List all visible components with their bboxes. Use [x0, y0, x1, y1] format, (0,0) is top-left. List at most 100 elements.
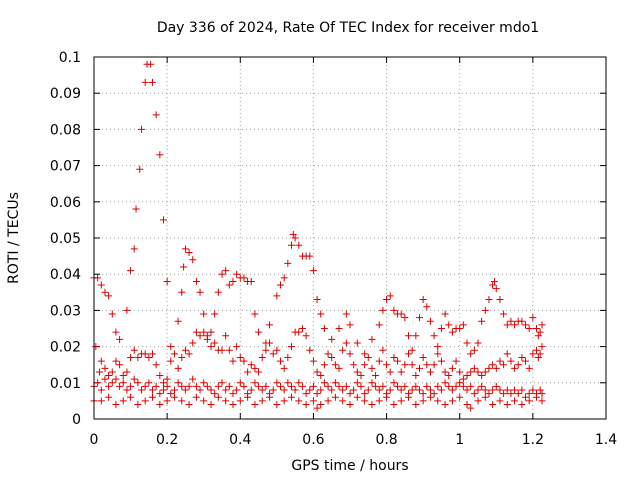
- data-point: [419, 353, 427, 361]
- data-point: [127, 393, 135, 401]
- data-point: [152, 111, 160, 119]
- data-point: [211, 339, 219, 347]
- data-point: [346, 390, 354, 398]
- data-point: [459, 382, 467, 390]
- data-point: [492, 285, 500, 293]
- data-point: [174, 379, 182, 387]
- data-point: [236, 379, 244, 387]
- y-tick-label: 0.05: [50, 231, 81, 247]
- data-point: [490, 277, 498, 285]
- data-point: [159, 379, 167, 387]
- data-point: [331, 361, 339, 369]
- data-point: [156, 372, 164, 380]
- data-point: [101, 364, 109, 372]
- data-point: [426, 317, 434, 325]
- data-point: [207, 386, 215, 394]
- data-point: [244, 368, 252, 376]
- data-point: [255, 382, 263, 390]
- data-point: [181, 386, 189, 394]
- data-point: [108, 379, 116, 387]
- data-point: [218, 379, 226, 387]
- data-point: [309, 382, 317, 390]
- data-point: [538, 321, 546, 329]
- data-point: [295, 397, 303, 405]
- data-point: [287, 393, 295, 401]
- data-point: [163, 277, 171, 285]
- data-point: [211, 310, 219, 318]
- data-point: [441, 310, 449, 318]
- data-point: [368, 379, 376, 387]
- data-point: [452, 382, 460, 390]
- data-point: [368, 364, 376, 372]
- data-point: [152, 382, 160, 390]
- data-point: [456, 368, 464, 376]
- data-point: [408, 346, 416, 354]
- data-point: [266, 339, 274, 347]
- data-point: [152, 361, 160, 369]
- data-point: [266, 393, 274, 401]
- axis-ticks: 0 0.01 0.02 0.03 0.04 0.05 0.06 0.07 0.08 0.09 0.1…: [50, 50, 617, 448]
- data-point: [474, 397, 482, 405]
- data-point: [383, 361, 391, 369]
- data-point: [127, 382, 135, 390]
- data-point: [474, 368, 482, 376]
- data-point: [379, 346, 387, 354]
- data-point: [339, 346, 347, 354]
- data-point: [277, 357, 285, 365]
- data-point: [178, 353, 186, 361]
- data-point: [170, 393, 178, 401]
- data-point: [280, 364, 288, 372]
- data-point: [214, 393, 222, 401]
- x-tick-label: 1.4: [595, 432, 617, 448]
- y-tick-label: 0: [72, 412, 81, 428]
- data-point: [192, 382, 200, 390]
- data-point: [163, 382, 171, 390]
- data-point: [251, 379, 259, 387]
- data-point: [269, 386, 277, 394]
- data-point: [236, 353, 244, 361]
- data-point: [522, 321, 530, 329]
- data-point: [317, 372, 325, 380]
- data-point: [511, 386, 519, 394]
- data-point: [134, 379, 142, 387]
- x-tick-label: 1.2: [522, 432, 544, 448]
- data-point: [448, 397, 456, 405]
- data-point: [200, 310, 208, 318]
- x-tick-label: 1: [455, 432, 464, 448]
- data-point: [456, 379, 464, 387]
- data-point: [353, 393, 361, 401]
- data-point: [445, 321, 453, 329]
- data-point: [108, 368, 116, 376]
- data-point: [101, 288, 109, 296]
- data-point: [397, 386, 405, 394]
- data-point: [375, 321, 383, 329]
- data-point: [437, 386, 445, 394]
- data-point: [492, 382, 500, 390]
- data-point: [112, 328, 120, 336]
- data-point: [295, 241, 303, 249]
- data-point: [324, 350, 332, 358]
- data-point: [123, 306, 131, 314]
- data-point: [105, 382, 113, 390]
- data-point: [533, 325, 541, 332]
- data-point: [174, 364, 182, 372]
- data-point: [445, 382, 453, 390]
- data-point: [489, 281, 497, 289]
- data-point: [207, 328, 215, 336]
- data-point: [247, 361, 255, 369]
- data-point: [534, 332, 542, 340]
- data-point: [335, 364, 343, 372]
- data-point: [287, 382, 295, 390]
- data-point: [192, 328, 200, 336]
- data-point: [448, 328, 456, 336]
- data-point: [97, 386, 105, 394]
- data-point: [415, 314, 423, 322]
- data-point: [105, 372, 113, 380]
- data-point: [441, 368, 449, 376]
- data-point: [481, 306, 489, 314]
- data-point: [353, 368, 361, 376]
- data-point: [149, 393, 157, 401]
- data-point: [372, 382, 380, 390]
- data-point: [459, 375, 467, 383]
- data-point: [496, 357, 504, 365]
